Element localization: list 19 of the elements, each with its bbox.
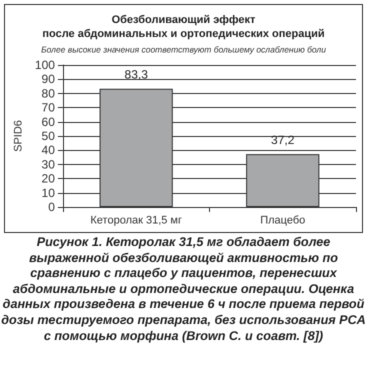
- y-tick-label: 70: [42, 100, 56, 115]
- x-tick-label: Плацебо: [260, 214, 306, 226]
- y-tick-label: 0: [48, 200, 56, 214]
- y-axis-title: SPID6: [12, 120, 24, 152]
- x-tick-label: Кеторолак 31,5 мг: [90, 214, 182, 226]
- data-label: 37,2: [271, 133, 295, 148]
- text: Рисунок 1. Кеторолак 31,5 мг обладает более выраженной обезболивающей активностью по сравнению с плацебо у пациентов, перенесших абдоминальные и ортопедические операции. Оценка данных произведена в течение 6 ч после приема первой дозы тестируемого препарата, без использования PCA с помощью морфина (Brown C. и соавт. [8]): [0, 235, 367, 344]
- y-tick-label: 20: [42, 172, 56, 186]
- y-tick-label: 50: [42, 129, 56, 143]
- y-tick-label: 40: [42, 143, 56, 158]
- y-tick-label: 90: [42, 72, 56, 86]
- chart-subtitle: Более высокие значения соответствуют большему ослаблению боли: [41, 44, 326, 54]
- y-tick-label: 30: [42, 157, 56, 172]
- y-tick-label: 100: [34, 58, 56, 72]
- y-tick-label: 60: [42, 114, 56, 129]
- data-label: 83,3: [124, 68, 148, 82]
- y-tick-label: 10: [42, 186, 56, 200]
- chart-title: Обезболивающий эффект после абдоминальных и ортопедических операций: [42, 14, 325, 40]
- y-tick-label: 80: [42, 86, 56, 100]
